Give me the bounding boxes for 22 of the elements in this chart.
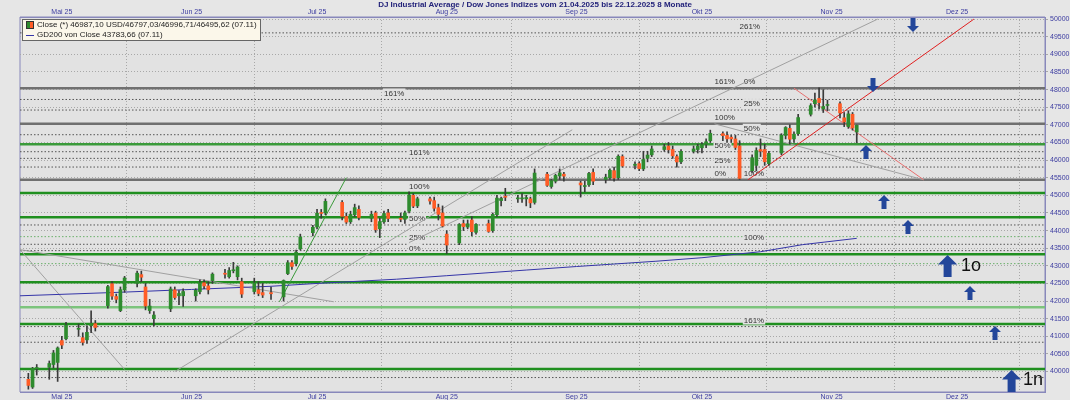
annotation: 25% (409, 233, 426, 243)
annotation: 50% (409, 214, 426, 224)
legend-label: GD200 von Close 43783,66 (07.11) (37, 30, 163, 40)
annotation: 1o (961, 255, 982, 275)
legend-label: Close (*) 46987,10 USD/46797,03/46996,71/46495,62 (07.11) (37, 20, 257, 30)
annotation: 100% (714, 112, 735, 122)
annotation: 161% (743, 315, 765, 325)
chart-title: DJ Industrial Average / Dow Jones Indizes vom 21.04.2025 bis 22.12.2025 8 Monate (378, 0, 693, 10)
annotation: 1n (1023, 369, 1044, 389)
annotation: 0% (714, 169, 727, 179)
annotation: 100% (409, 182, 430, 192)
annotation: 50% (743, 123, 760, 133)
annotation: 161% (383, 88, 405, 98)
annotation: 25% (714, 156, 731, 166)
annotation: 261% (739, 22, 761, 32)
annotation: 100% (743, 233, 765, 243)
annotation: 161% (409, 147, 430, 157)
annotation: 0% (409, 243, 421, 253)
annotation: 50% (714, 140, 731, 150)
annotation: 161% (714, 77, 735, 87)
annotation: 0% (743, 77, 756, 87)
annotation: 25% (743, 99, 760, 109)
